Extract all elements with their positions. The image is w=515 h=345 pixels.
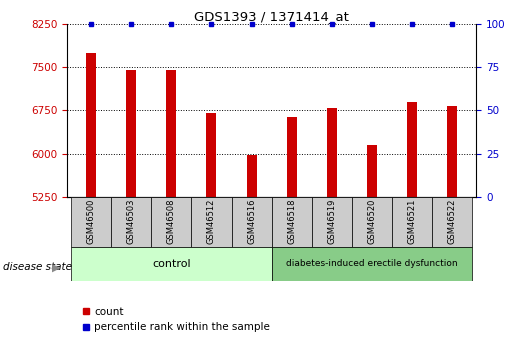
Bar <box>447 106 457 197</box>
Bar <box>287 117 297 197</box>
Text: disease state: disease state <box>3 263 72 272</box>
Text: GSM46522: GSM46522 <box>448 198 457 244</box>
Text: GSM46518: GSM46518 <box>287 198 296 244</box>
Text: GSM46512: GSM46512 <box>207 198 216 244</box>
Text: GSM46503: GSM46503 <box>127 198 135 244</box>
Text: GSM46519: GSM46519 <box>328 198 336 244</box>
Bar <box>192 197 232 247</box>
Text: GSM46516: GSM46516 <box>247 198 256 244</box>
Text: GSM46508: GSM46508 <box>167 198 176 244</box>
Text: ▶: ▶ <box>52 263 61 272</box>
Legend: count, percentile rank within the sample: count, percentile rank within the sample <box>77 303 274 336</box>
Bar <box>71 197 111 247</box>
Bar <box>432 197 472 247</box>
Bar <box>232 197 272 247</box>
Bar <box>367 145 377 197</box>
Bar <box>166 70 176 197</box>
Bar <box>86 53 96 197</box>
Bar <box>407 102 417 197</box>
Bar <box>272 247 472 281</box>
Text: diabetes-induced erectile dysfunction: diabetes-induced erectile dysfunction <box>286 259 458 268</box>
Bar <box>352 197 392 247</box>
Text: GSM46521: GSM46521 <box>408 198 417 244</box>
Bar <box>126 70 136 197</box>
Bar <box>327 108 337 197</box>
Title: GDS1393 / 1371414_at: GDS1393 / 1371414_at <box>194 10 349 23</box>
Text: control: control <box>152 259 191 269</box>
Text: GSM46500: GSM46500 <box>87 198 96 244</box>
Bar <box>71 247 272 281</box>
Bar <box>247 155 256 197</box>
Bar <box>111 197 151 247</box>
Bar <box>272 197 312 247</box>
Bar <box>312 197 352 247</box>
Text: GSM46520: GSM46520 <box>368 198 376 244</box>
Bar <box>207 113 216 197</box>
Bar <box>151 197 192 247</box>
Bar <box>392 197 432 247</box>
